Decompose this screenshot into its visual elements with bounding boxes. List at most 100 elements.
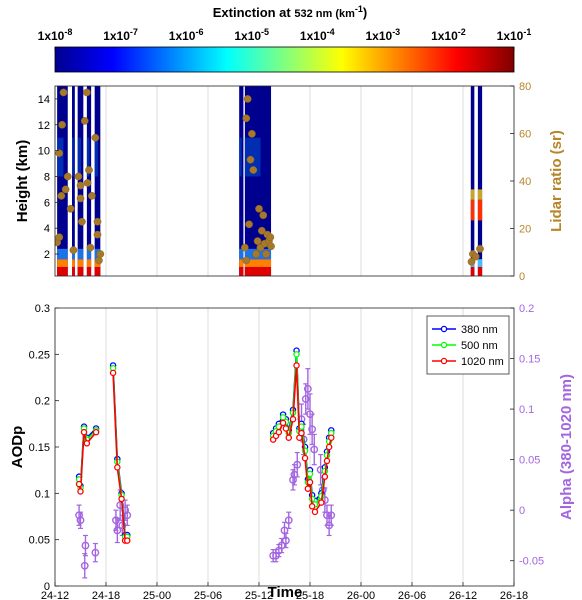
alpha-tick-label: 0.1 — [519, 404, 534, 416]
lidar-ratio-point — [245, 220, 253, 229]
colorbar-tick-label: 1x10-5 — [234, 27, 269, 43]
aod-point — [311, 508, 319, 516]
extinction-profile — [57, 86, 68, 276]
colorbar-tick-labels: 1x10-8 1x10-7 1x10-6 1x10-5 1x10-4 1x10-3 1x10… — [38, 27, 531, 51]
alpha-point — [327, 511, 336, 520]
lidar-ratio-point — [86, 243, 95, 252]
colorbar — [54, 46, 515, 73]
lidar-ratio-point — [63, 172, 72, 181]
extinction-profile — [470, 86, 475, 276]
extinction-band — [477, 189, 483, 200]
lidar-ratio-point — [78, 217, 86, 226]
lidar-ratio-point — [58, 120, 66, 129]
colorbar-tick-label: 1x10-2 — [431, 27, 466, 43]
extinction-band — [239, 266, 244, 276]
lidar-ratio-point — [266, 233, 275, 242]
alpha-tick-label: 0.2 — [519, 303, 534, 315]
heatmap-background — [55, 86, 514, 276]
aodp-tick-label: 0.3 — [35, 303, 50, 315]
aod-alpha-panel: 0 0.05 0.1 0.15 0.2 0.25 0.3 -0.05 0 0.05 0.1 0.15 0… — [9, 303, 575, 600]
alpha-tick-label: 0.15 — [519, 354, 540, 366]
time-axis-label: Time — [268, 584, 303, 600]
aod-point — [118, 495, 125, 503]
lidar-ratio-axis-label: Lidar ratio (sr) — [548, 130, 565, 232]
lidar-ratio-point — [242, 256, 251, 265]
extinction-band — [239, 248, 244, 260]
lidar-ratio-point — [55, 149, 64, 158]
extinction-profile — [72, 86, 75, 276]
colorbar-tick-label: 1x10-4 — [300, 27, 335, 43]
lidar-ratio-point — [93, 217, 102, 226]
alpha-point — [76, 516, 85, 525]
extinction-band — [239, 259, 244, 267]
height-tick-label: 2 — [44, 249, 50, 261]
alpha-point — [303, 384, 312, 393]
extinction-band — [77, 266, 84, 276]
aod-point — [109, 369, 117, 377]
lidar-ratio-point — [83, 88, 91, 97]
aod-point — [285, 434, 292, 441]
legend-marker — [440, 357, 448, 365]
heatmap-ticks: 2 4 6 8 10 12 14 0 20 40 60 80 — [38, 81, 532, 283]
extinction-band — [244, 266, 272, 276]
extinction-band — [72, 137, 74, 177]
lidar-ratio-point — [83, 179, 92, 187]
aod-series — [75, 347, 335, 544]
alpha-point — [282, 536, 290, 545]
colorbar-tick-label: 1x10-7 — [103, 27, 138, 43]
alpha-point — [284, 516, 293, 525]
aod-point — [289, 415, 297, 423]
aod-point — [327, 434, 335, 441]
aod-point — [80, 428, 88, 436]
extinction-band — [94, 266, 101, 276]
alpha-point — [91, 548, 100, 557]
extinction-band — [477, 199, 483, 221]
alpha-point — [80, 561, 89, 570]
aod-point — [114, 464, 121, 471]
aodp-tick-label: 0.15 — [29, 442, 50, 454]
aodp-tick-label: 0.1 — [35, 488, 50, 500]
alpha-point — [289, 475, 297, 484]
extinction-band — [57, 248, 68, 260]
extinction-band — [244, 259, 272, 267]
height-tick-label: 12 — [38, 120, 50, 132]
legend: 380 nm 500 nm 1020 nm — [426, 315, 510, 375]
lidar-ratio-point — [85, 166, 93, 174]
lidar-ratio-point — [467, 257, 476, 266]
aod-point — [318, 499, 325, 506]
colorbar-title: Extinction at 532 nm (km-1) — [213, 4, 368, 20]
lidar-ratio-point — [91, 133, 100, 142]
lidar-ratio-point — [66, 204, 75, 213]
lidar-ratio-point — [476, 245, 484, 253]
aod-point — [306, 470, 314, 478]
lidar-ratio-point — [471, 252, 480, 261]
lidar-ratio-tick-label: 40 — [519, 176, 531, 188]
aodp-tick-label: 0.25 — [29, 349, 50, 361]
extinction-band — [72, 248, 75, 260]
lidar-ratio-tick-label: 60 — [519, 129, 531, 141]
lidar-ratio-point — [255, 204, 263, 213]
lidar-ratio-point — [59, 88, 68, 97]
aod-point — [75, 480, 83, 488]
lidar-ratio-point — [257, 226, 266, 235]
aod-point — [321, 473, 329, 480]
height-tick-label: 4 — [44, 223, 50, 235]
aod-point — [83, 440, 91, 447]
lidar-ratio-point — [95, 256, 103, 265]
aod-point — [124, 537, 131, 544]
extinction-band — [77, 137, 82, 177]
aod-point — [77, 488, 84, 495]
aodp-tick-label: 0 — [44, 581, 50, 593]
lidar-ratio-tick-label: 20 — [519, 224, 531, 236]
extinction-band — [77, 248, 84, 260]
lidar-ratio-point — [240, 243, 249, 252]
time-tick-label: 26-12 — [449, 590, 477, 600]
lidar-ratio-point — [61, 185, 70, 194]
aodp-tick-label: 0.05 — [29, 535, 50, 547]
time-tick-label: 26-18 — [500, 590, 528, 600]
aod-point — [92, 428, 100, 436]
alpha-point — [310, 445, 319, 454]
time-tick-label: 26-00 — [347, 590, 375, 600]
aod-point — [293, 362, 300, 369]
lidar-ratio-point — [80, 117, 89, 125]
